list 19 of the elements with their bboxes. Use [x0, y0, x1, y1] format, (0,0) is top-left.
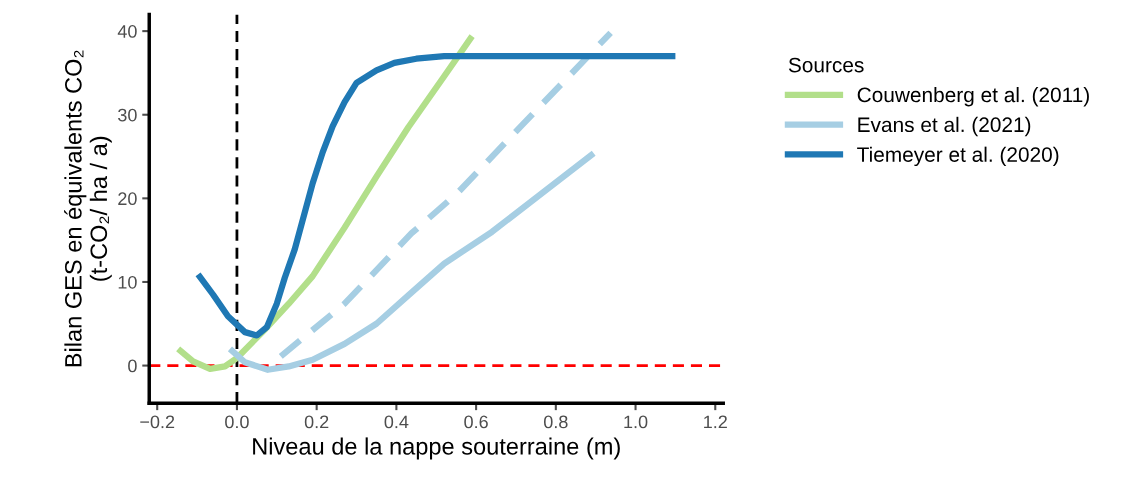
x-tick-label: 0.8: [543, 415, 568, 429]
y-tick-label: 30: [118, 108, 137, 122]
y-tick-label: 0: [128, 359, 137, 373]
y-tick-label: 10: [118, 275, 137, 289]
x-tick-label: 0.2: [304, 415, 329, 429]
x-tick-label: 0.6: [464, 415, 488, 429]
y-tick-label: 20: [118, 192, 137, 206]
x-tick-label: 1.0: [624, 415, 648, 429]
x-tick-label: 0.0: [225, 415, 249, 429]
y-tick-label: 40: [117, 25, 137, 38]
legend-label: Evans et al. (2021): [858, 116, 1031, 137]
x-tick-label: 1.2: [704, 415, 727, 429]
x-axis-title: Niveau de la nappe souterraine (m): [253, 437, 620, 460]
y-axis-title: Bilan GES en équivalents CO₂ (t-CO₂/ ha / a): [64, 50, 112, 367]
x-tick-label: 0.4: [384, 415, 409, 429]
legend-label: Tiemeyer et al. (2020): [857, 146, 1059, 167]
legend-title: Sources: [788, 57, 864, 73]
legend-label: Couwenberg et al. (2011): [857, 86, 1089, 107]
x-tick-label: −0.2: [140, 415, 175, 429]
